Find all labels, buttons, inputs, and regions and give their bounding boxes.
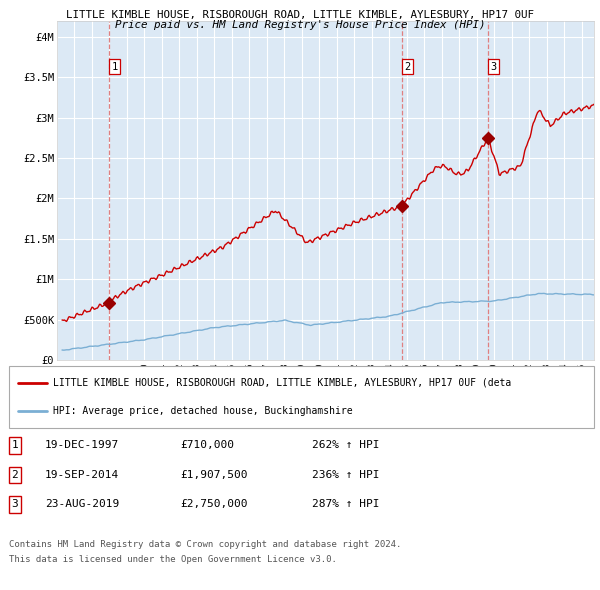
Text: 262% ↑ HPI: 262% ↑ HPI	[312, 441, 380, 450]
Text: 3: 3	[11, 500, 19, 509]
Text: 1: 1	[11, 441, 19, 450]
Text: £1,907,500: £1,907,500	[180, 470, 248, 480]
Text: 3: 3	[491, 62, 497, 72]
Text: 287% ↑ HPI: 287% ↑ HPI	[312, 500, 380, 509]
Text: 19-SEP-2014: 19-SEP-2014	[45, 470, 119, 480]
Text: HPI: Average price, detached house, Buckinghamshire: HPI: Average price, detached house, Buck…	[53, 406, 353, 416]
Text: 236% ↑ HPI: 236% ↑ HPI	[312, 470, 380, 480]
Text: LITTLE KIMBLE HOUSE, RISBOROUGH ROAD, LITTLE KIMBLE, AYLESBURY, HP17 0UF: LITTLE KIMBLE HOUSE, RISBOROUGH ROAD, LI…	[66, 10, 534, 20]
Text: 2: 2	[11, 470, 19, 480]
Text: This data is licensed under the Open Government Licence v3.0.: This data is licensed under the Open Gov…	[9, 555, 337, 563]
Text: Contains HM Land Registry data © Crown copyright and database right 2024.: Contains HM Land Registry data © Crown c…	[9, 540, 401, 549]
Text: £2,750,000: £2,750,000	[180, 500, 248, 509]
Text: Price paid vs. HM Land Registry's House Price Index (HPI): Price paid vs. HM Land Registry's House …	[115, 20, 485, 30]
Text: 1: 1	[112, 62, 118, 72]
Text: 19-DEC-1997: 19-DEC-1997	[45, 441, 119, 450]
Text: 23-AUG-2019: 23-AUG-2019	[45, 500, 119, 509]
FancyBboxPatch shape	[9, 366, 594, 428]
Text: £710,000: £710,000	[180, 441, 234, 450]
Text: LITTLE KIMBLE HOUSE, RISBOROUGH ROAD, LITTLE KIMBLE, AYLESBURY, HP17 0UF (deta: LITTLE KIMBLE HOUSE, RISBOROUGH ROAD, LI…	[53, 378, 511, 388]
Text: 2: 2	[404, 62, 411, 72]
